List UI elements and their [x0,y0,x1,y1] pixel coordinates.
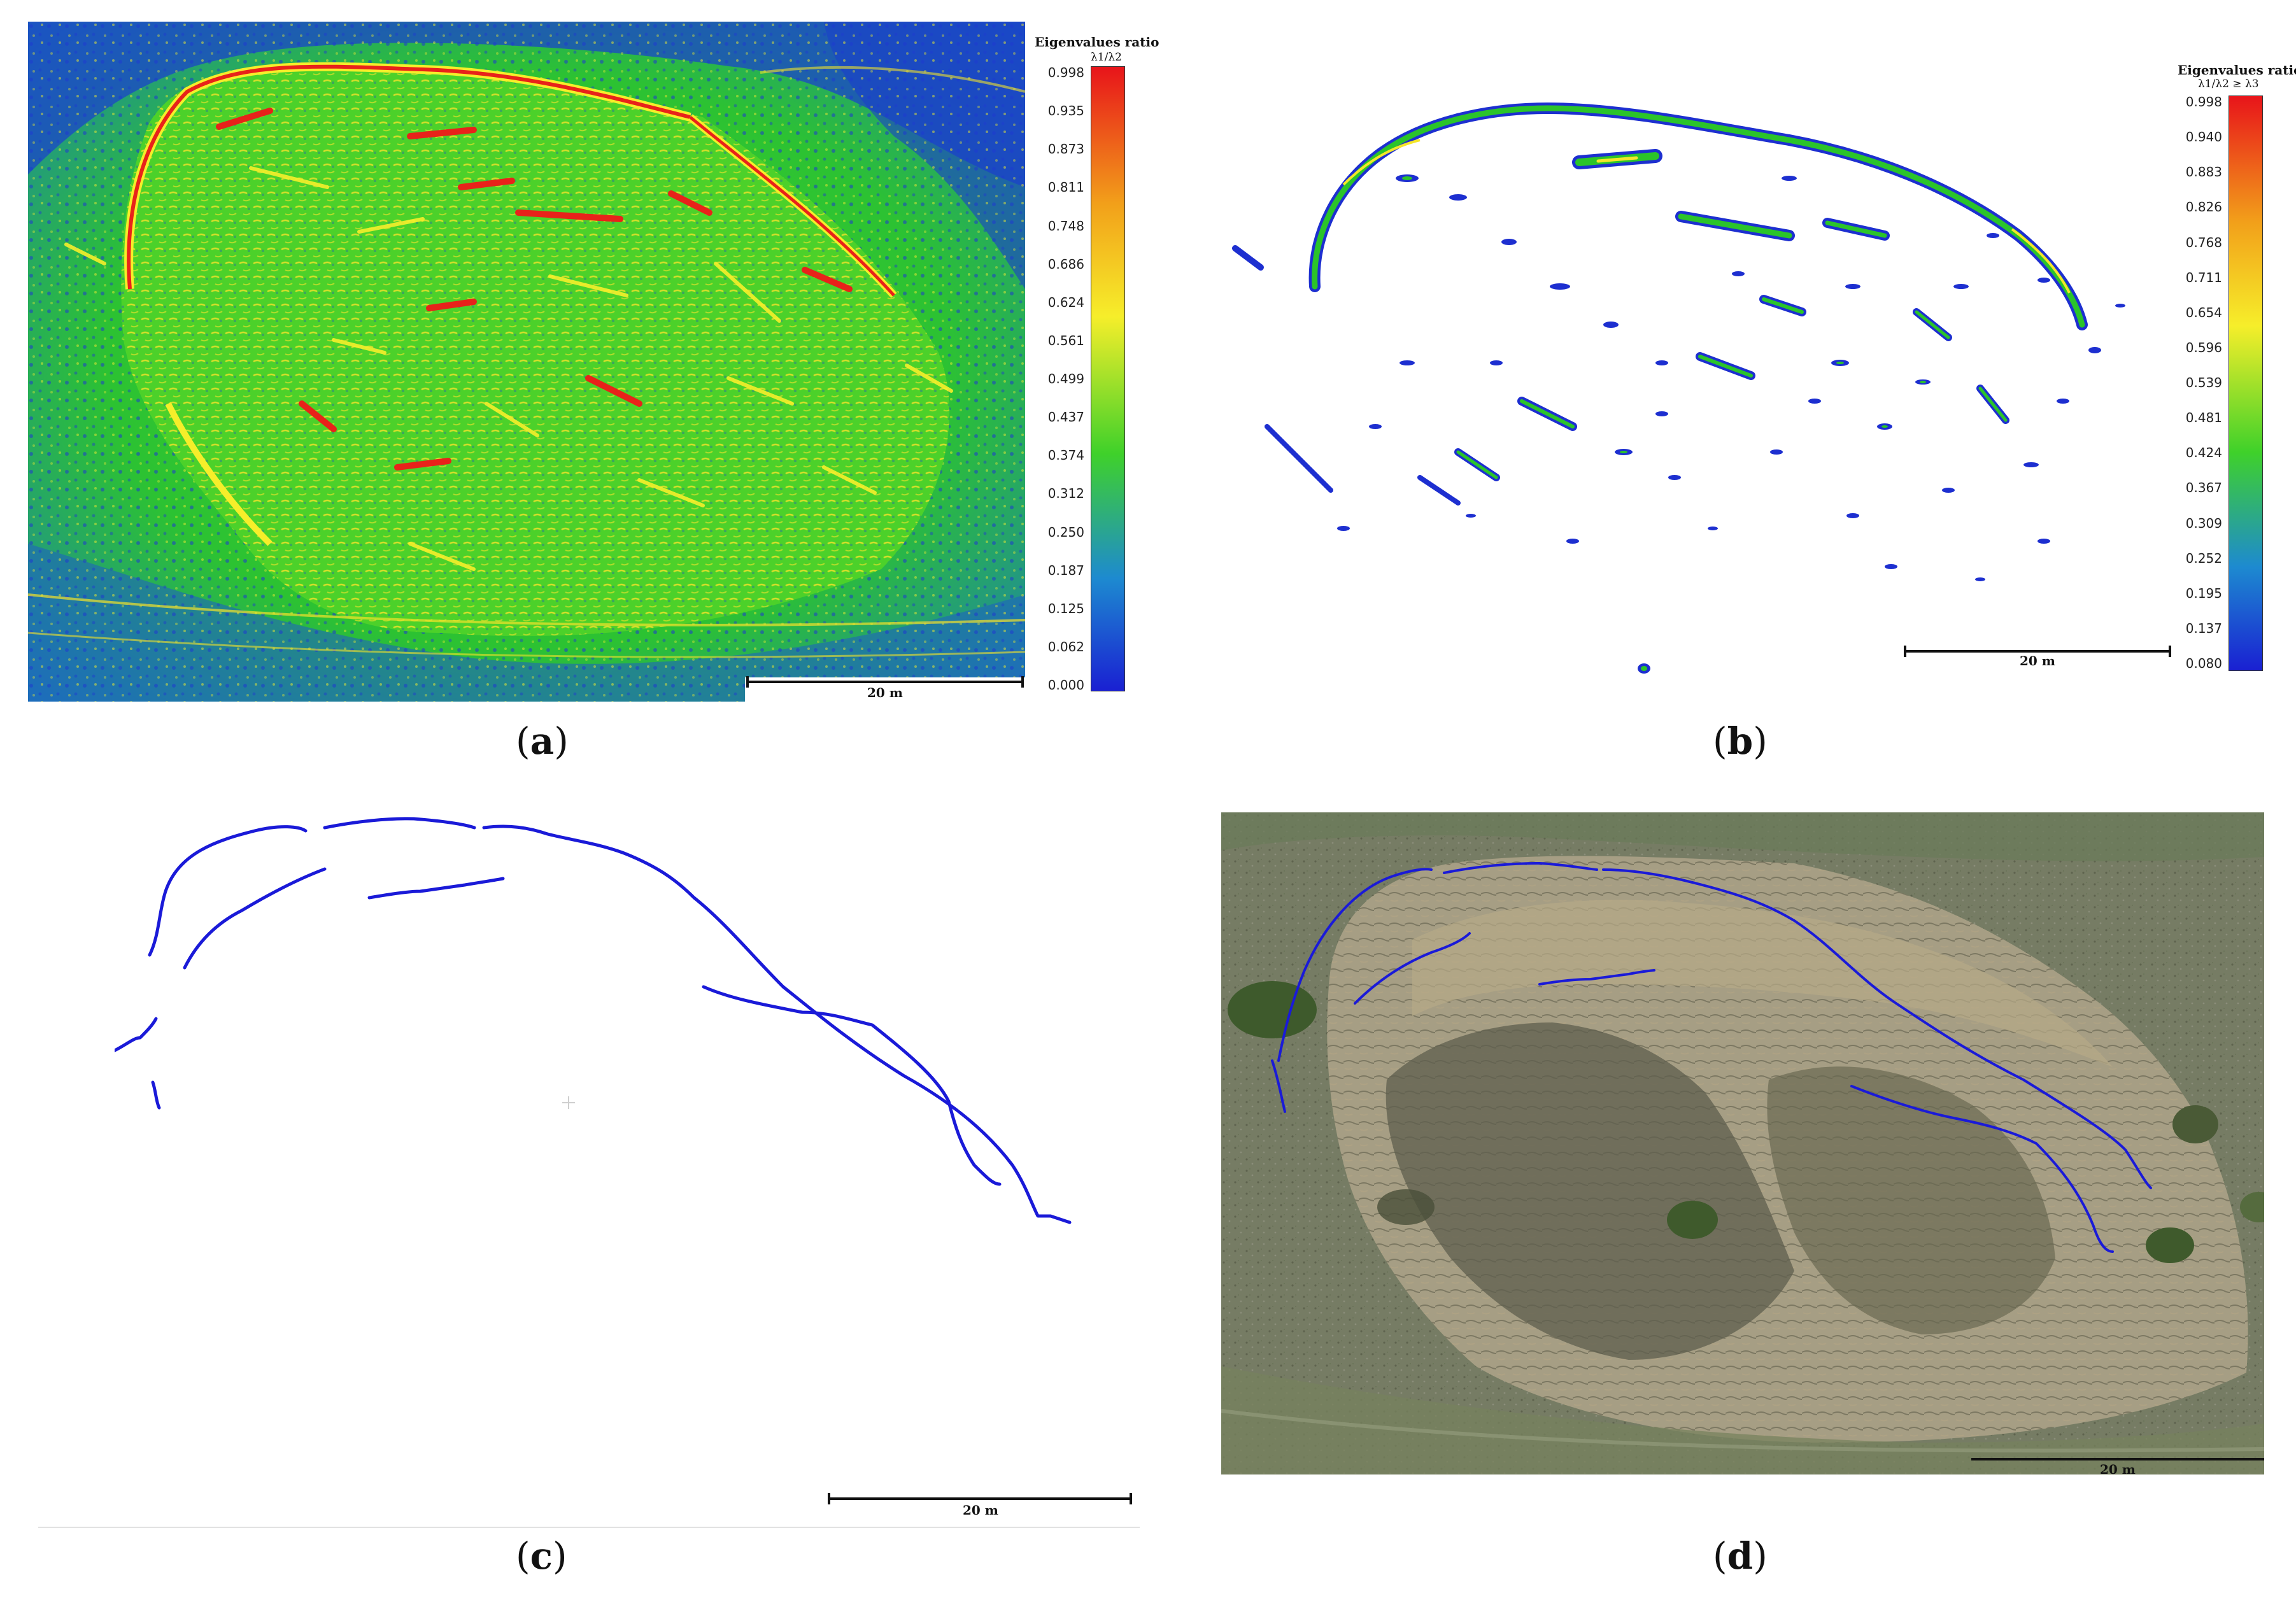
colorbar-tick-label: 0.873 [1047,141,1084,157]
caption-open: ( [1713,719,1727,763]
colorbar-tick-label: 0.998 [1047,65,1084,80]
colorbar-tick-label: 0.561 [1047,332,1084,348]
colorbar-tick-label: 0.686 [1047,256,1084,272]
scale-bar-line [1971,1458,2264,1460]
scale-bar-tick [828,1493,830,1504]
caption-close: ) [1753,1534,1768,1578]
map-a-graphic [28,22,1025,702]
scale-bar-tick [1021,676,1024,688]
map-d-graphic [1221,812,2264,1486]
colorbar-tick-label: 0.768 [2185,234,2222,250]
colorbar-tick-label: 0.940 [2185,129,2222,145]
colorbar-tick-label: 0.748 [1047,218,1084,234]
caption-a: (a) [516,719,569,763]
map-b-graphic [1232,102,2125,674]
scale-bar-tick [746,676,749,688]
colorbar-tick-label: 0.367 [2185,480,2222,496]
eigenvalue-ratio-map-b [1216,95,2152,681]
colorbar-tick-label: 0.711 [2185,269,2222,285]
caption-open: ( [516,719,530,763]
scale-bar-label: 20 m [2020,653,2055,668]
colorbar-tick-label: 0.499 [1047,371,1084,386]
scale-bar-tick [1904,646,1906,657]
legend-title: Eigenvalues ratio [2178,62,2296,78]
eigenvalue-ratio-map-a [28,22,1025,702]
colorbar [2229,95,2263,671]
scale-bar-label: 20 m [2100,1462,2136,1477]
scale-bar-line [1904,650,2171,653]
caption-close: ) [552,1534,567,1578]
colorbar-tick-label: 0.596 [2185,339,2222,355]
legend-subtitle: λ1/λ2 [1091,51,1122,64]
scarp-line-map-c [115,809,1133,1394]
colorbar-tick-label: 0.187 [1047,562,1084,578]
colorbar-tick-label: 0.481 [2185,410,2222,426]
legend-subtitle: λ1/λ2 ≥ λ3 [2198,78,2259,90]
colorbar-tick-label: 0.654 [2185,304,2222,320]
colorbar-tick-label: 0.137 [2185,620,2222,636]
legend-title: Eigenvalues ratio [1035,34,1159,50]
colorbar-tick-label: 0.374 [1047,448,1084,463]
scale-bar-line [746,681,1024,683]
colorbar-tick-label: 0.998 [2185,94,2222,110]
panel-divider [38,1527,1140,1528]
colorbar-tick-label: 0.935 [1047,103,1084,119]
scale-bar-label: 20 m [963,1503,998,1518]
colorbar-tick-label: 0.125 [1047,600,1084,616]
colorbar-tick-label: 0.826 [2185,199,2222,215]
colorbar-tick-label: 0.624 [1047,294,1084,310]
caption-letter: a [530,719,555,763]
colorbar-tick-label: 0.080 [2185,656,2222,671]
map-c-graphic [115,817,1072,1224]
colorbar-tick-label: 0.312 [1047,486,1084,502]
scale-bar-tick [1130,1493,1132,1504]
orthophoto-map-d [1221,812,2264,1486]
caption-letter: d [1727,1534,1754,1578]
colorbar [1091,66,1125,691]
caption-close: ) [554,719,569,763]
colorbar-tick-label: 0.252 [2185,550,2222,566]
colorbar-tick-label: 0.883 [2185,164,2222,180]
caption-d: (d) [1713,1534,1768,1578]
caption-open: ( [1713,1534,1727,1578]
colorbar-tick-label: 0.195 [2185,585,2222,601]
caption-letter: c [530,1534,553,1578]
colorbar-tick-label: 0.539 [2185,375,2222,390]
caption-open: ( [516,1534,530,1578]
scale-bar-line [828,1497,1132,1500]
caption-letter: b [1727,719,1754,763]
colorbar-tick-label: 0.424 [2185,445,2222,461]
caption-c: (c) [516,1534,567,1578]
scale-bar-tick [2169,646,2171,657]
colorbar-tick-label: 0.062 [1047,639,1084,654]
colorbar-tick-label: 0.309 [2185,515,2222,531]
colorbar-tick-label: 0.250 [1047,524,1084,540]
colorbar-tick-label: 0.811 [1047,180,1084,195]
caption-b: (b) [1713,719,1768,763]
colorbar-tick-label: 0.000 [1047,677,1084,693]
caption-close: ) [1753,719,1768,763]
scale-bar-label: 20 m [867,685,903,700]
colorbar-tick-label: 0.437 [1047,409,1084,425]
